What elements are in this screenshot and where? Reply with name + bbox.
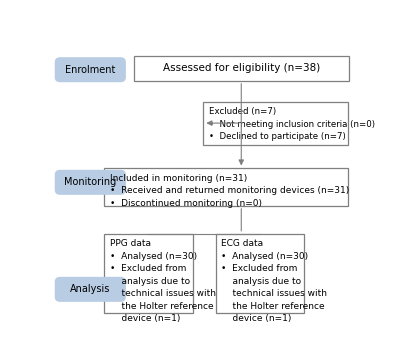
FancyBboxPatch shape — [104, 234, 193, 313]
FancyBboxPatch shape — [56, 170, 125, 194]
Text: Monitoring: Monitoring — [64, 177, 116, 187]
Text: ECG data
•  Analysed (n=30)
•  Excluded from
    analysis due to
    technical i: ECG data • Analysed (n=30) • Excluded fr… — [222, 239, 328, 323]
Text: Excluded (n=7)
•  Not meeting inclusion criteria (n=0)
•  Declined to participat: Excluded (n=7) • Not meeting inclusion c… — [209, 107, 375, 141]
FancyBboxPatch shape — [104, 168, 348, 206]
FancyBboxPatch shape — [56, 58, 125, 82]
Text: Analysis: Analysis — [70, 284, 110, 294]
Text: Included in monitoring (n=31)
•  Received and returned monitoring devices (n=31): Included in monitoring (n=31) • Received… — [110, 174, 349, 208]
FancyBboxPatch shape — [56, 278, 125, 301]
FancyBboxPatch shape — [134, 56, 349, 81]
FancyBboxPatch shape — [204, 102, 348, 145]
Text: PPG data
•  Analysed (n=30)
•  Excluded from
    analysis due to
    technical i: PPG data • Analysed (n=30) • Excluded fr… — [110, 239, 216, 323]
Text: Enrolment: Enrolment — [65, 65, 116, 75]
FancyBboxPatch shape — [216, 234, 304, 313]
Text: Assessed for eligibility (n=38): Assessed for eligibility (n=38) — [163, 63, 320, 73]
